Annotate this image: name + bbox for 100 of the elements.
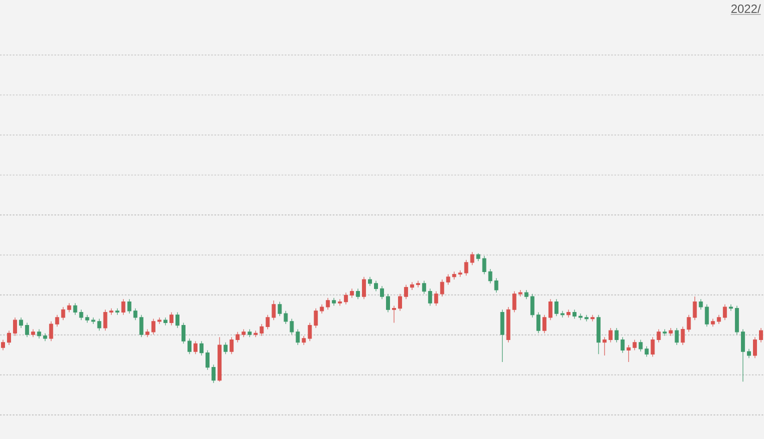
candlestick [139,314,144,338]
candlestick [380,286,384,300]
candlestick [248,328,252,338]
candlestick [422,280,426,294]
candlestick [566,309,570,318]
candlestick [7,330,12,346]
candlestick [560,310,564,318]
candlestick [704,304,709,327]
candlestick [398,294,402,312]
candlestick [145,328,150,338]
candlestick [410,282,414,290]
candlestick [344,292,348,305]
candlestick [506,306,510,343]
candlestick [37,328,42,339]
candlestick [368,276,372,286]
candlestick [127,298,132,314]
candlestick [476,252,480,262]
candlestick [314,308,318,328]
candlestick [734,305,739,335]
candlestick [596,314,601,354]
candlestick [13,317,18,336]
candlestick [55,314,60,327]
candlestick [578,313,582,320]
candlestick [25,322,30,338]
candlestick [638,339,643,352]
candlestick [254,330,258,338]
candlestick [91,317,96,324]
candlestick [260,324,264,336]
candlestick [584,314,589,322]
candlestick [602,336,607,356]
candlestick [554,298,558,316]
candlestick [115,308,120,316]
candlestick [440,279,444,297]
candlestick [266,314,270,330]
text: 2022/ [731,4,761,13]
candlestick [416,280,420,288]
candlestick [278,301,282,316]
candlestick [320,304,324,314]
candlestick [302,336,306,346]
candlestick [356,288,360,300]
candlestick [608,328,613,343]
candlestick [182,322,186,344]
candlestick [290,318,294,335]
candlestick [488,268,492,284]
candlestick [218,336,222,382]
candlestick [67,302,72,313]
candlestick [404,284,408,300]
candlestick [674,328,679,346]
candlestick [548,298,552,320]
candlestick [500,309,504,362]
candlestick [362,276,366,300]
candlestick [752,336,757,358]
candlestick [680,326,685,346]
candlestick [157,317,162,324]
candlestick [242,328,246,338]
candlestick [668,328,673,336]
candlestick [169,312,174,326]
candlestick [620,336,625,354]
candlestick [188,338,192,354]
candlestick [392,305,396,324]
candlestick [338,298,342,306]
candlestick [698,298,703,310]
candlestick [662,328,667,336]
candlestick [151,318,156,335]
candlestick [722,304,727,320]
candlestick [470,252,474,266]
candlestick [446,274,450,286]
candlestick [386,294,390,313]
candlestick [133,308,138,320]
candlestick [494,278,498,293]
candlestick [272,300,276,320]
candlestick [61,306,66,320]
candlestick [19,317,24,328]
candlestick [716,314,721,324]
candlestick [103,309,108,331]
candlestick [308,322,312,342]
candlestick [224,342,228,354]
candlestick [374,280,378,292]
candlestick [230,336,234,354]
candlestick [644,346,649,358]
candlestick [212,364,216,384]
candlestick [710,318,715,327]
candlestick [536,312,540,334]
candlestick [464,260,468,276]
candlestick [530,294,534,318]
candlestick [590,314,595,322]
candlestick [740,328,745,382]
candlestick [728,304,733,312]
candlestick [650,336,655,358]
candlestick [656,328,661,343]
candlestick [332,298,336,306]
candlestick [746,348,751,358]
candlestick [49,321,54,342]
candlestick [632,339,637,351]
candlestick [1,339,6,351]
candlestick [692,296,697,320]
candlestick [452,271,456,280]
candlestick [194,340,198,354]
candlestick [686,314,691,332]
candlestick [428,288,432,306]
